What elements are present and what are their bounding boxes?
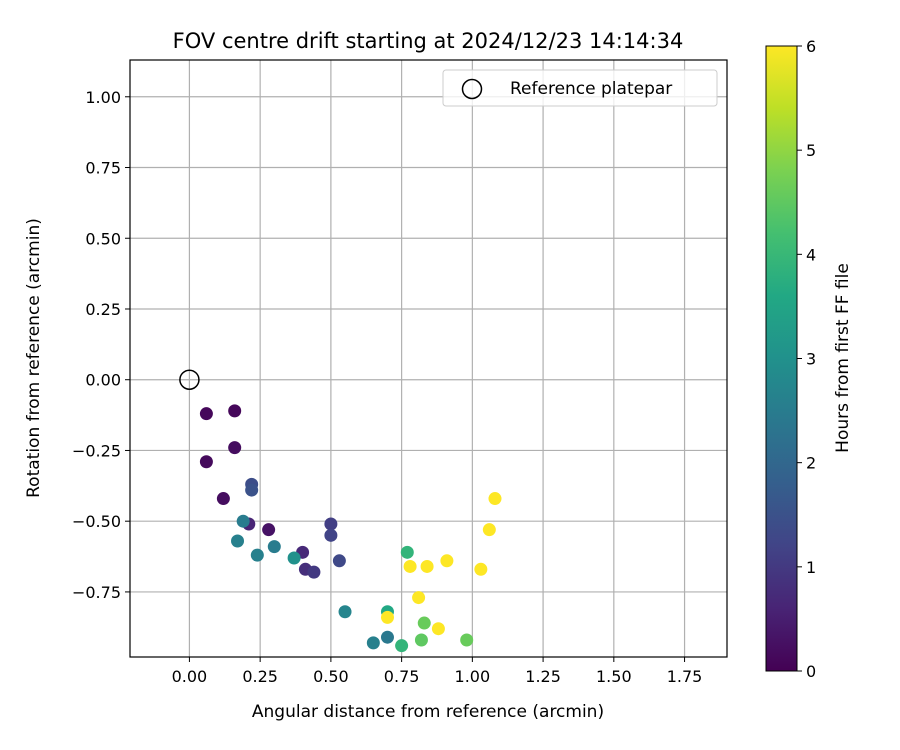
- data-point: [307, 565, 321, 579]
- data-point: [474, 562, 488, 576]
- y-tick-label: 0.00: [85, 371, 121, 390]
- data-point: [440, 554, 454, 568]
- data-point: [228, 404, 242, 418]
- data-points: [199, 404, 502, 653]
- y-tick-label: −0.50: [72, 512, 121, 531]
- data-point: [228, 441, 242, 455]
- colorbar-tick-label: 5: [806, 141, 816, 160]
- data-point: [231, 534, 245, 548]
- y-tick-label: −0.75: [72, 583, 121, 602]
- y-tick-label: 0.75: [85, 159, 121, 178]
- colorbar-tick-label: 6: [806, 37, 816, 56]
- data-point: [414, 633, 428, 647]
- data-point: [417, 616, 431, 630]
- data-point: [460, 633, 474, 647]
- colorbar-tick-label: 4: [806, 245, 816, 264]
- data-point: [431, 622, 445, 636]
- x-tick-label: 1.75: [667, 667, 703, 686]
- data-point: [380, 630, 394, 644]
- data-point: [482, 523, 496, 537]
- data-point: [324, 528, 338, 542]
- data-point: [338, 605, 352, 619]
- data-point: [412, 591, 426, 605]
- x-tick-label: 1.25: [525, 667, 561, 686]
- x-axis-ticks: 0.00 0.25 0.50 0.75 1.00 1.25 1.50 1.75: [172, 657, 703, 686]
- colorbar-ticks: 0 1 2 3 4 5 6: [797, 37, 816, 681]
- y-tick-label: 0.25: [85, 300, 121, 319]
- colorbar: 0 1 2 3 4 5 6 Hours from first FF file: [765, 37, 853, 681]
- data-point: [250, 548, 264, 562]
- chart-title: FOV centre drift starting at 2024/12/23 …: [173, 29, 684, 53]
- x-tick-label: 0.75: [384, 667, 420, 686]
- data-point: [400, 545, 414, 559]
- data-point: [403, 559, 417, 573]
- x-axis-label: Angular distance from reference (arcmin): [252, 702, 604, 722]
- colorbar-tick-label: 3: [806, 350, 816, 369]
- legend-box: [442, 69, 718, 107]
- data-point: [366, 636, 380, 650]
- data-point: [236, 514, 250, 528]
- data-point: [420, 559, 434, 573]
- data-point: [267, 540, 281, 554]
- reference-point-marker: [179, 369, 200, 390]
- data-point: [199, 455, 213, 469]
- x-tick-label: 0.50: [313, 667, 349, 686]
- data-point: [245, 483, 259, 497]
- legend-label: Reference platepar: [510, 79, 672, 99]
- data-point: [488, 492, 502, 506]
- data-point: [395, 639, 409, 653]
- y-tick-label: −0.25: [72, 441, 121, 460]
- x-tick-label: 0.25: [242, 667, 278, 686]
- y-axis-ticks: −0.75 −0.50 −0.25 0.00 0.25 0.50 0.75 1.00: [72, 88, 130, 602]
- x-tick-label: 1.50: [596, 667, 632, 686]
- data-point: [216, 492, 230, 506]
- data-point: [324, 517, 338, 531]
- legend-reference-marker: [461, 78, 483, 100]
- x-tick-label: 1.00: [455, 667, 491, 686]
- data-point: [287, 551, 301, 565]
- colorbar-gradient: [765, 45, 798, 672]
- colorbar-tick-label: 1: [806, 558, 816, 577]
- colorbar-tick-label: 2: [806, 454, 816, 473]
- data-point: [332, 554, 346, 568]
- y-axis-label: Rotation from reference (arcmin): [24, 218, 44, 498]
- colorbar-tick-label: 0: [806, 662, 816, 681]
- data-point: [380, 610, 394, 624]
- data-point: [262, 523, 276, 537]
- x-tick-label: 0.00: [172, 667, 208, 686]
- legend: Reference platepar: [442, 69, 718, 107]
- reference-marker: [179, 369, 200, 390]
- colorbar-label: Hours from first FF file: [833, 263, 853, 453]
- data-point: [199, 407, 213, 421]
- y-tick-label: 1.00: [85, 88, 121, 107]
- plot-frame: [129, 59, 728, 658]
- y-tick-label: 0.50: [85, 229, 121, 248]
